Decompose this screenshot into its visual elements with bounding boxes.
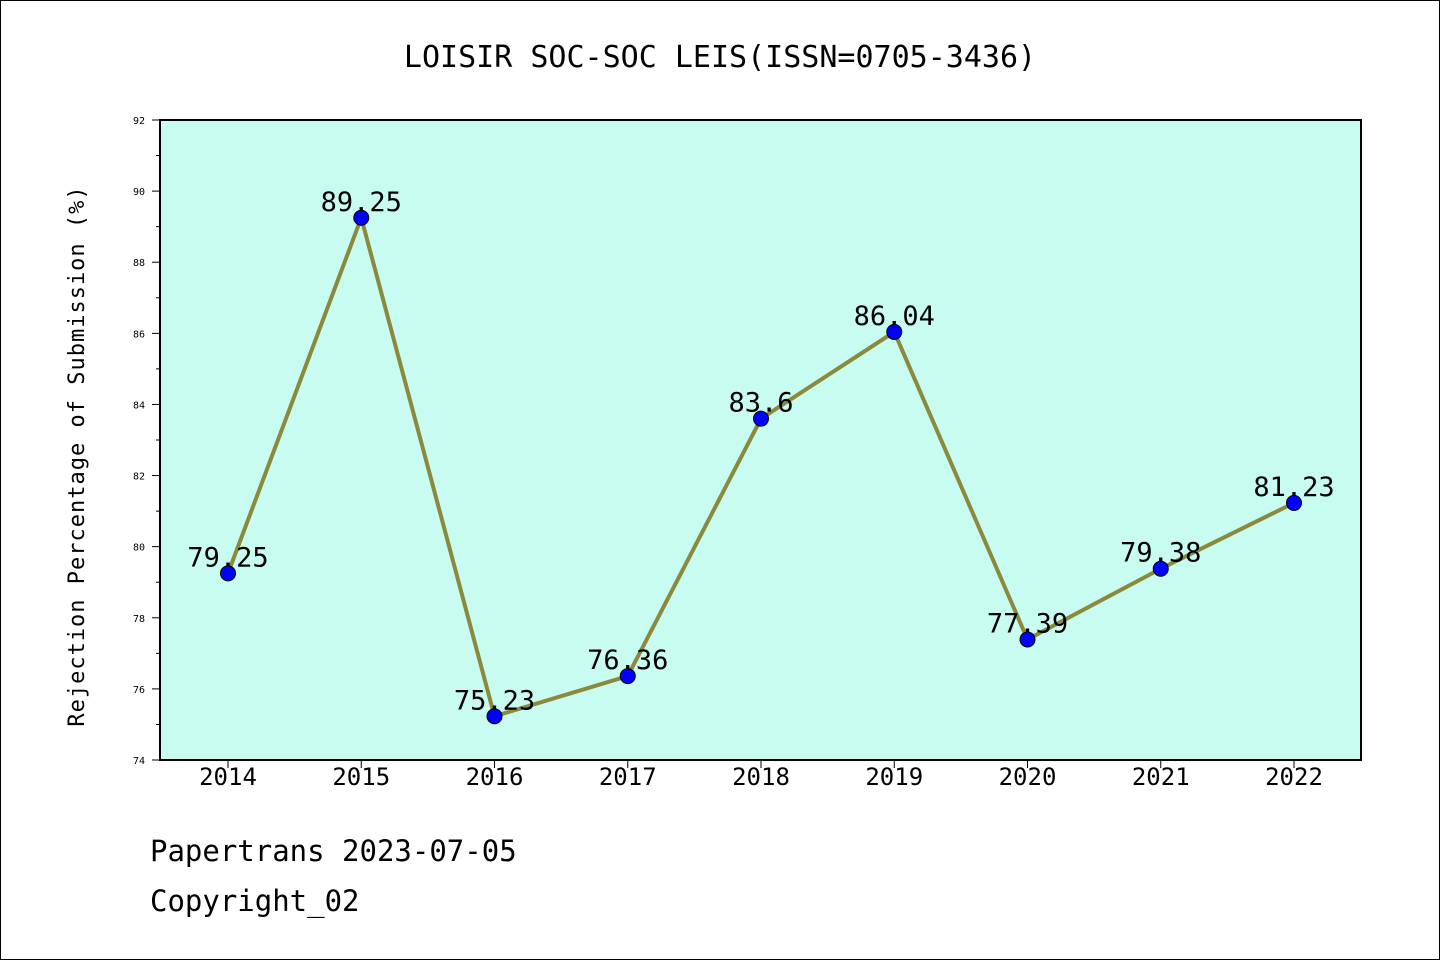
x-tick-label: 2015 bbox=[332, 763, 390, 791]
data-point bbox=[486, 708, 503, 725]
y-axis-label: Rejection Percentage of Submission (%) bbox=[65, 185, 90, 726]
y-tick-label: 88 bbox=[133, 258, 145, 269]
plot-area bbox=[160, 120, 1361, 760]
data-labels: 79.25 89.25 75.23 76.36 83.6 86.04 77.39 79.38 8… bbox=[187, 187, 1334, 716]
data-point bbox=[353, 209, 370, 226]
data-markers bbox=[220, 209, 1302, 725]
data-point bbox=[1286, 494, 1302, 511]
x-tick-label: 2021 bbox=[1132, 763, 1190, 791]
y-tick-label: 76 bbox=[133, 685, 145, 696]
y-tick-label: 92 bbox=[133, 116, 145, 127]
data-label: 76.36 bbox=[587, 645, 668, 676]
axis-ticks: 74 76 78 80 82 84 86 88 90 92 2014 2015 2016 2017 2018… bbox=[133, 116, 1323, 791]
data-label: 79.25 bbox=[187, 542, 268, 573]
x-tick-label: 2014 bbox=[199, 763, 257, 791]
y-tick-label: 86 bbox=[133, 329, 145, 340]
y-tick-label: 78 bbox=[133, 614, 145, 625]
data-point bbox=[1019, 631, 1036, 648]
data-point bbox=[220, 565, 236, 582]
data-label: 86.04 bbox=[854, 301, 935, 332]
data-label: 81.23 bbox=[1253, 472, 1334, 503]
x-tick-label: 2017 bbox=[599, 763, 657, 791]
data-point bbox=[886, 323, 903, 340]
data-label: 89.25 bbox=[321, 187, 402, 218]
x-tick-label: 2022 bbox=[1265, 763, 1323, 791]
y-tick-label: 84 bbox=[133, 400, 145, 411]
data-label: 83.6 bbox=[728, 388, 793, 419]
plot-border bbox=[159, 119, 1362, 761]
data-label: 79.38 bbox=[1120, 538, 1201, 569]
data-point bbox=[1152, 560, 1169, 577]
footer-date: Papertrans 2023-07-05 bbox=[150, 834, 517, 868]
footer-copyright: Copyright_02 bbox=[150, 884, 360, 918]
y-tick-label: 80 bbox=[133, 543, 145, 554]
data-label: 77.39 bbox=[987, 608, 1068, 639]
y-tick-label: 82 bbox=[133, 472, 145, 483]
chart-title: LOISIR SOC-SOC LEIS(ISSN=0705-3436) bbox=[404, 40, 1036, 75]
x-tick-label: 2020 bbox=[999, 763, 1057, 791]
x-tick-label: 2019 bbox=[865, 763, 923, 791]
x-tick-label: 2016 bbox=[466, 763, 524, 791]
data-label: 75.23 bbox=[454, 685, 535, 716]
y-tick-label: 90 bbox=[133, 187, 145, 198]
x-tick-label: 2018 bbox=[732, 763, 790, 791]
data-point bbox=[619, 668, 636, 685]
y-tick-label: 74 bbox=[133, 756, 145, 767]
data-point bbox=[753, 410, 769, 427]
